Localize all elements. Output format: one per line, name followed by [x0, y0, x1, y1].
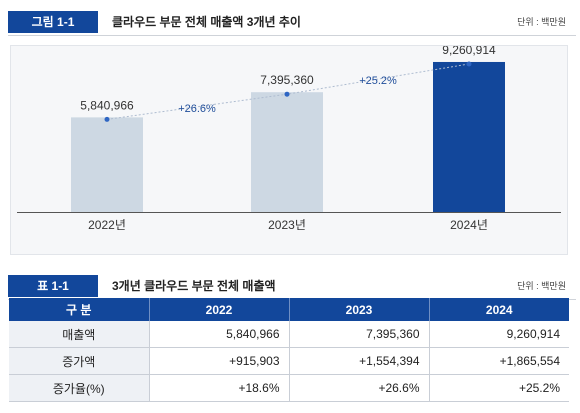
row-label: 증가액 — [9, 347, 149, 375]
row-label: 매출액 — [9, 321, 149, 348]
table-cell: +1,865,554 — [428, 347, 569, 375]
table-cell: +18.6% — [148, 374, 289, 402]
revenue-bar-chart: 5,840,966 2022년 7,395,360 2023년 9,260,914 202… — [17, 43, 561, 232]
table-cell: +25.2% — [428, 374, 569, 402]
value-label: 9,260,914 — [442, 46, 496, 57]
figure-header-divider — [8, 35, 576, 36]
table-row-growth-rate: 증가율(%) +18.6% +26.6% +25.2% — [9, 374, 569, 402]
table-cell: 5,840,966 — [148, 321, 289, 348]
header-2023: 2023 — [288, 298, 429, 321]
table-row-revenue: 매출액 5,840,966 7,395,360 9,260,914 — [9, 321, 569, 348]
header-2024: 2024 — [428, 298, 569, 321]
header-category: 구 분 — [9, 298, 149, 321]
header-2022: 2022 — [148, 298, 289, 321]
trend-point — [466, 61, 472, 67]
growth-label: +25.2% — [359, 75, 397, 87]
bar-2022년 — [71, 117, 143, 212]
table-header: 표 1-1 3개년 클라우드 부문 전체 매출액 단위 : 백만원 — [0, 272, 580, 302]
value-label: 7,395,360 — [260, 73, 314, 87]
figure-header: 그림 1-1 클라우드 부문 전체 매출액 3개년 추이 단위 : 백만원 — [0, 8, 580, 38]
table-cell: 7,395,360 — [288, 321, 429, 348]
bar-2024년 — [433, 61, 505, 213]
revenue-table: 구 분 2022 2023 2024 매출액 5,840,966 7,395,3… — [9, 298, 569, 402]
table-cell: +26.6% — [288, 374, 429, 402]
row-label: 증가율(%) — [9, 374, 149, 402]
value-label: 5,840,966 — [80, 98, 134, 112]
table-row-increase: 증가액 +915,903 +1,554,394 +1,865,554 — [9, 347, 569, 375]
x-tick-label: 2023년 — [268, 218, 306, 232]
table-cell: +915,903 — [148, 347, 289, 375]
bar-2023년 — [251, 92, 323, 212]
figure-badge: 그림 1-1 — [8, 11, 98, 33]
trend-point — [284, 91, 290, 97]
chart-panel: 5,840,966 2022년 7,395,360 2023년 9,260,914 202… — [10, 43, 568, 255]
table-badge: 표 1-1 — [8, 275, 98, 297]
trend-point — [104, 116, 110, 122]
table-cell: +1,554,394 — [288, 347, 429, 375]
figure-unit: 단위 : 백만원 — [517, 17, 566, 27]
x-tick-label: 2024년 — [450, 218, 488, 232]
table-cell: 9,260,914 — [428, 321, 569, 348]
table-title: 3개년 클라우드 부문 전체 매출액 — [112, 279, 276, 293]
table-header-row: 구 분 2022 2023 2024 — [9, 298, 569, 321]
table-unit: 단위 : 백만원 — [517, 281, 566, 291]
growth-label: +26.6% — [178, 103, 216, 115]
x-tick-label: 2022년 — [88, 218, 126, 232]
figure-title: 클라우드 부문 전체 매출액 3개년 추이 — [112, 15, 301, 29]
